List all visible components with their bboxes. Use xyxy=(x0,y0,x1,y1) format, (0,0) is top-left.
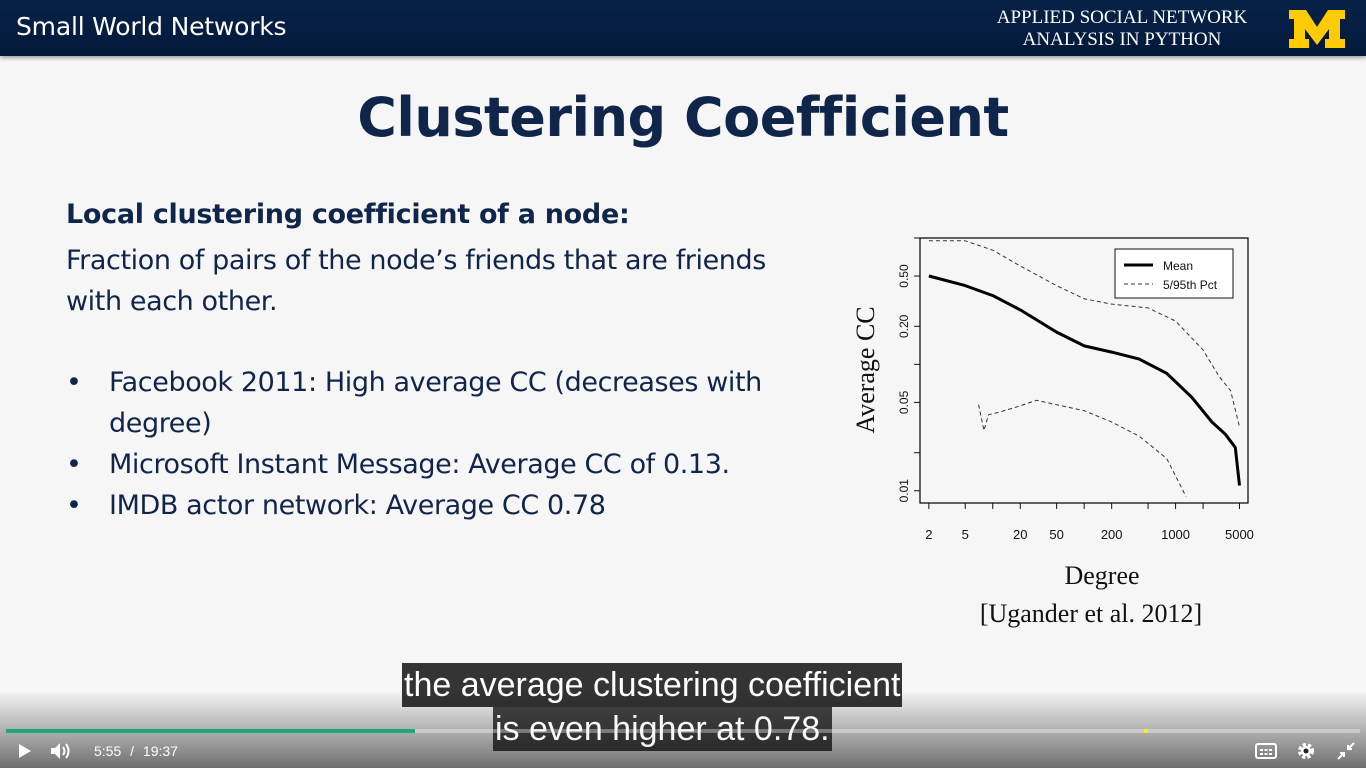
slide-title: Clustering Coefficient xyxy=(357,86,1009,149)
university-logo xyxy=(1289,10,1345,48)
header-band: Small World Networks APPLIED SOCIAL NETW… xyxy=(0,0,1366,56)
fullscreen-button[interactable] xyxy=(1332,734,1360,768)
course-title-line-1: APPLIED SOCIAL NETWORK xyxy=(996,7,1248,28)
clustering-chart: 0.01 0.05 0.20 0.50 2 5 20 50 200 1000 5000 Mean … xyxy=(851,237,1254,628)
x-tick-label: 2 xyxy=(925,527,932,542)
x-tick-label: 200 xyxy=(1101,527,1123,542)
legend: Mean 5/95th Pct xyxy=(1114,248,1234,299)
volume-button[interactable] xyxy=(46,734,76,768)
progress-bar[interactable] xyxy=(6,729,1360,733)
y-axis-label: Average CC xyxy=(851,306,880,433)
bullet-list: Facebook 2011: High average CC (decrease… xyxy=(66,362,826,526)
captions-icon xyxy=(1255,743,1277,759)
series-line-5th-pct xyxy=(978,399,1187,497)
player-controls: 5:55 / 19:37 xyxy=(0,734,1366,768)
bullet-item: Microsoft Instant Message: Average CC of… xyxy=(66,444,826,485)
series-line-95th-pct xyxy=(928,240,1240,428)
x-tick-label: 5000 xyxy=(1225,527,1254,542)
progress-played xyxy=(6,729,415,733)
bullet-item: IMDB actor network: Average CC 0.78 xyxy=(66,485,826,526)
time-separator: / xyxy=(130,743,135,759)
legend-label-pct: 5/95th Pct xyxy=(1163,278,1218,292)
caption-line-1: the average clustering coefficient xyxy=(402,663,903,707)
settings-button[interactable] xyxy=(1292,734,1320,768)
x-axis-label: Degree xyxy=(1064,561,1139,590)
time-display: 5:55 / 19:37 xyxy=(94,743,178,759)
duration: 19:37 xyxy=(142,743,178,759)
current-time: 5:55 xyxy=(94,743,122,759)
legend-label-mean: Mean xyxy=(1163,259,1193,273)
definition-text: Fraction of pairs of the node’s friends … xyxy=(66,245,766,317)
definition-heading: Local clustering coefficient of a node: xyxy=(66,199,630,230)
x-tick-label: 50 xyxy=(1049,527,1063,542)
play-icon xyxy=(19,744,31,758)
x-tick-label: 20 xyxy=(1013,527,1027,542)
bullet-item: Facebook 2011: High average CC (decrease… xyxy=(66,362,826,444)
y-tick-label: 0.20 xyxy=(897,314,911,338)
course-title-line-2: ANALYSIS IN PYTHON xyxy=(1022,29,1222,50)
section-title: Small World Networks xyxy=(16,12,287,41)
x-tick-label: 5 xyxy=(962,527,969,542)
exit-fullscreen-icon xyxy=(1337,742,1355,760)
course-title: APPLIED SOCIAL NETWORK ANALYSIS IN PYTHO… xyxy=(982,7,1262,51)
caption-line-2: is even higher at 0.78. xyxy=(493,707,832,751)
captions-button[interactable] xyxy=(1252,734,1280,768)
chapter-marker[interactable] xyxy=(1144,729,1148,733)
gear-icon xyxy=(1298,743,1314,759)
volume-icon xyxy=(51,743,70,759)
series-line-mean xyxy=(928,274,1241,486)
y-tick-label: 0.50 xyxy=(897,264,911,288)
play-button[interactable] xyxy=(10,734,40,768)
x-tick-label: 1000 xyxy=(1161,527,1190,542)
y-tick-label: 0.05 xyxy=(897,390,911,414)
citation: [Ugander et al. 2012] xyxy=(980,599,1202,628)
y-tick-label: 0.01 xyxy=(897,479,911,503)
